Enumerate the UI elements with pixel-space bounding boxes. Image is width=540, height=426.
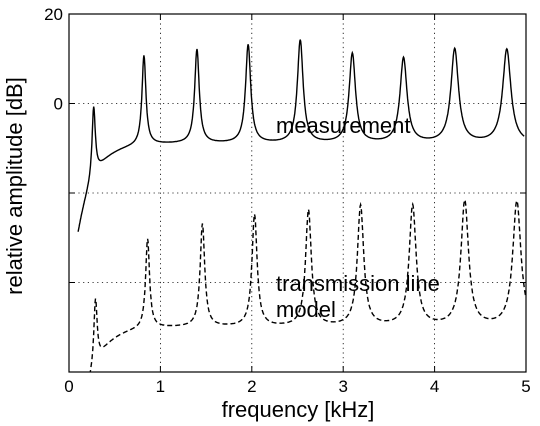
- x-tick-label: 5: [521, 377, 530, 396]
- y-tick-label: 0: [54, 95, 63, 114]
- x-tick-label: 1: [156, 377, 165, 396]
- x-tick-label: 4: [430, 377, 439, 396]
- x-axis-ticks: 0 1 2 3 4 5: [64, 14, 531, 396]
- y-axis-ticks: 0 20: [44, 5, 526, 283]
- plot-series: [77, 39, 526, 372]
- annotation-measurement: measurement: [276, 113, 411, 138]
- x-axis-label: frequency [kHz]: [222, 397, 375, 422]
- annotation-line-2: model: [276, 297, 336, 322]
- x-tick-label: 0: [64, 377, 73, 396]
- series-line-model: [89, 197, 526, 372]
- y-tick-label: 20: [44, 5, 63, 24]
- x-tick-label: 2: [247, 377, 256, 396]
- x-tick-label: 3: [338, 377, 347, 396]
- series-line-measurement: [77, 39, 525, 232]
- annotation-transmission-line-model: transmission line model: [276, 271, 446, 322]
- annotation-line-1: transmission line: [276, 271, 440, 296]
- y-axis-label: relative amplitude [dB]: [2, 77, 27, 295]
